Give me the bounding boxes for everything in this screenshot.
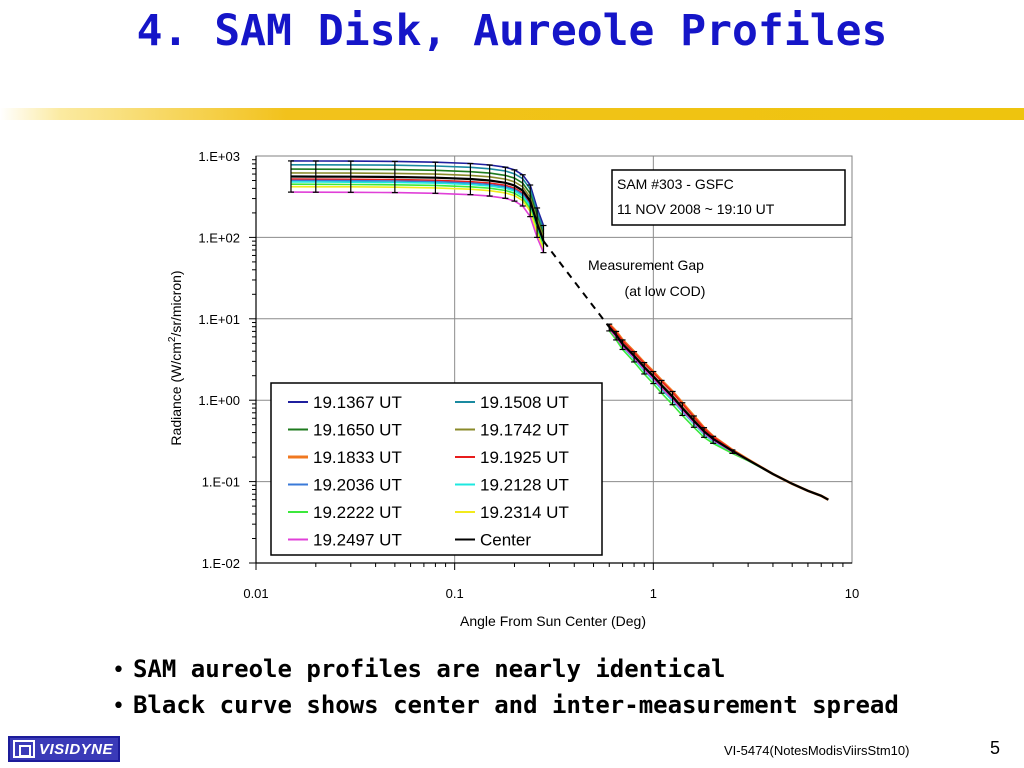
y-tick-label: 1.E-01 [202,475,240,490]
page-number: 5 [990,738,1001,758]
y-axis-label-superscript: 2 [167,336,178,342]
series-aureole-line [608,326,829,501]
bullet-dot-icon: • [112,694,125,719]
error-bars [287,160,736,455]
series-aureole-line [608,327,829,501]
bullet-item: • Black curve shows center and inter-meas… [112,688,899,724]
x-tick-label: 1 [650,586,657,601]
y-tick-label: 1.E-02 [202,556,240,571]
axis-ticks [249,156,852,570]
legend-label: 19.2497 UT [313,531,402,550]
legend-label: 19.2222 UT [313,503,402,522]
x-tick-label: 10 [845,586,859,601]
gap-annotation-line-1: Measurement Gap [588,257,704,273]
logo-mark-icon [13,740,35,758]
legend-label: 19.1833 UT [313,448,402,467]
series-disk-line [290,191,545,253]
legend-label: 19.2036 UT [313,476,402,495]
measurement-gap-line [542,240,611,328]
bullet-dot-icon: • [112,658,125,683]
bullet-text: SAM aureole profiles are nearly identica… [132,655,726,683]
y-axis-label: Radiance (W/cm2/sr/micron) [167,270,184,445]
series-aureole-line [608,328,829,501]
series-aureole-line [608,325,829,501]
y-tick-label: 1.E+02 [198,230,240,245]
series-aureole-line [608,327,829,501]
series-aureole-line [608,327,829,501]
y-tick-labels: 1.E+03 1.E+02 1.E+01 1.E+00 1.E-01 1.E-02 [198,149,240,571]
legend-label: 19.1742 UT [480,421,569,440]
series-aureole-line [608,323,829,501]
logo-wordmark: VISIDYNE [39,740,114,758]
bullet-text: Black curve shows center and inter-measu… [132,691,899,719]
slide-title: 4. SAM Disk, Aureole Profiles [136,6,888,56]
y-axis-label-part-2: /sr/micron) [168,270,184,336]
y-tick-label: 1.E+00 [198,393,240,408]
x-tick-labels: 0.01 0.1 1 10 [243,586,859,601]
info-box: SAM #303 - GSFC 11 NOV 2008 ~ 19:10 UT [611,169,846,226]
legend-label: 19.1367 UT [313,393,402,412]
visidyne-logo: VISIDYNE [8,736,120,762]
x-tick-label: 0.1 [446,586,464,601]
legend-label: 19.1650 UT [313,421,402,440]
series-aureole-line [608,328,829,501]
legend-label: Center [480,531,531,550]
series-aureole-line [608,326,829,501]
legend-label: 19.2128 UT [480,476,569,495]
info-box-line-1: SAM #303 - GSFC [617,176,734,192]
series-aureole-line [608,324,829,501]
x-tick-label: 0.01 [243,586,268,601]
legend-label: 19.1508 UT [480,393,569,412]
y-tick-label: 1.E+01 [198,312,240,327]
title-divider [0,108,1024,120]
bullet-item: • SAM aureole profiles are nearly identic… [112,652,899,688]
series-aureole-line [608,330,829,501]
legend-label: 19.2314 UT [480,503,569,522]
series-aureole-line [608,326,829,501]
radiance-chart: 1.E+03 1.E+02 1.E+01 1.E+00 1.E-01 1.E-02 0.0… [167,149,859,629]
gap-annotation-line-2: (at low COD) [625,283,706,299]
bullet-list: • SAM aureole profiles are nearly identic… [112,652,899,724]
info-box-line-2: 11 NOV 2008 ~ 19:10 UT [617,201,775,217]
y-tick-label: 1.E+03 [198,149,240,164]
legend: 19.1367 UT 19.1508 UT 19.1650 UT 19.1742 UT… [270,382,603,556]
x-axis-label: Angle From Sun Center (Deg) [460,613,646,629]
footer-reference: VI-5474(NotesModisViirsStm10) [724,743,910,758]
y-axis-label-part-1: Radiance (W/cm [168,342,184,445]
legend-label: 19.1925 UT [480,448,569,467]
